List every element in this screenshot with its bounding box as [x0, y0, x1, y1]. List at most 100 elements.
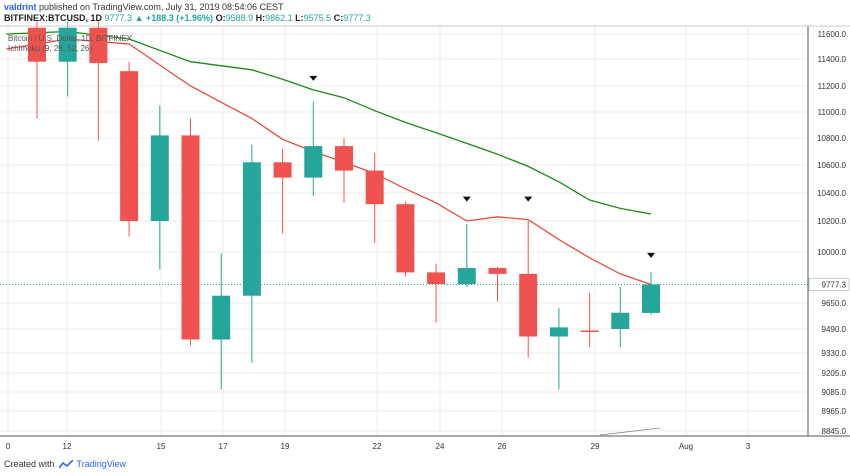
x-tick-label: 3	[746, 442, 751, 451]
close-value: 9777.3	[343, 13, 371, 23]
y-tick-label: 11400.0	[818, 55, 847, 64]
low-label: L:	[295, 13, 304, 23]
candle[interactable]	[150, 105, 169, 270]
candle-body	[488, 268, 507, 274]
x-tick-label: 12	[63, 442, 72, 451]
candle[interactable]	[580, 292, 599, 347]
candle-body	[28, 27, 46, 62]
time-scroll-indicator	[599, 427, 661, 436]
y-tick-label: 9205.0	[822, 369, 847, 378]
candle[interactable]	[519, 221, 538, 358]
marker-triangle-icon	[524, 196, 533, 202]
price-axis-pane	[808, 26, 850, 436]
price-change: ▲ +188.3 (+1.96%)	[134, 13, 214, 23]
symbol-info-bar: BITFINEX:BTCUSD, 1D 9777.3 ▲ +188.3 (+1.…	[4, 13, 371, 24]
candle[interactable]	[457, 224, 476, 287]
y-tick-label: 10800.0	[817, 134, 846, 143]
author-name[interactable]: valdrint	[4, 2, 37, 12]
candle-body	[150, 135, 169, 221]
candle-body	[611, 312, 630, 329]
axes: 11600.0 11400.0 11200.0 11000.0 10800.0 10600…	[0, 25, 850, 451]
ichimoku-lines	[6, 30, 652, 286]
candle[interactable]	[488, 266, 507, 302]
candle[interactable]	[28, 21, 46, 119]
candle-body	[457, 268, 476, 285]
x-tick-label: 26	[498, 442, 507, 451]
candle[interactable]	[427, 263, 446, 323]
low-value: 9575.5	[303, 13, 332, 23]
open-value: 9588.9	[225, 13, 254, 23]
y-tick-label: 8965.0	[822, 407, 847, 416]
x-tick-label: 0	[6, 442, 11, 451]
footer: Created with TradingView	[4, 459, 126, 469]
candle[interactable]	[549, 307, 568, 390]
high-value: 9862.1	[265, 13, 293, 23]
x-tick-label: 22	[373, 442, 382, 451]
candle[interactable]	[365, 152, 384, 243]
ichimoku-conversion-line	[6, 38, 652, 286]
candle[interactable]	[611, 286, 630, 347]
high-label: H:	[255, 13, 266, 23]
candle-body	[580, 330, 599, 332]
publish-text: published on TradingView.com, July 31, 2…	[36, 2, 284, 12]
y-tick-label: 10600.0	[817, 161, 846, 170]
candle[interactable]	[58, 21, 77, 97]
series-legend: Bitcoin / U.S. Dollar, 1D, BITFINEX	[8, 34, 133, 43]
y-tick-label: 9085.0	[822, 388, 847, 397]
candle-body	[335, 146, 353, 171]
candle[interactable]	[89, 21, 108, 141]
last-price: 9777.3	[104, 13, 133, 23]
y-tick-label: 9650.0	[822, 299, 847, 308]
ichimoku-base-line	[6, 30, 652, 215]
candle-body	[642, 284, 660, 313]
candle-body	[427, 272, 446, 285]
close-label: C:	[333, 13, 344, 23]
candle[interactable]	[642, 272, 660, 316]
candle-body	[304, 146, 323, 178]
markers	[309, 75, 655, 258]
created-with-text: Created with	[4, 459, 55, 469]
candle[interactable]	[304, 101, 323, 196]
candle-body	[519, 273, 538, 337]
y-tick-label: 11600.0	[818, 30, 847, 39]
tradingview-brand[interactable]: TradingView	[76, 459, 127, 469]
y-tick-label: 9490.0	[822, 325, 847, 334]
open-label: O:	[215, 13, 226, 23]
x-tick-label: 29	[591, 442, 600, 451]
publish-header: valdrint published on TradingView.com, J…	[4, 2, 284, 13]
candle-body	[549, 327, 568, 337]
candle[interactable]	[396, 201, 415, 277]
y-tick-label: 8845.0	[822, 427, 847, 436]
y-tick-label: 10400.0	[817, 189, 846, 198]
candle-body	[365, 170, 384, 205]
marker-triangle-icon	[647, 252, 655, 258]
last-price-label: 9777.3	[822, 280, 847, 289]
y-tick-label: 9330.0	[822, 349, 847, 358]
candle-body	[89, 27, 108, 64]
y-tick-label: 10200.0	[817, 217, 846, 226]
y-tick-label: 10000.0	[817, 248, 846, 257]
candle-body	[273, 162, 292, 178]
x-tick-label: 19	[281, 442, 290, 451]
x-tick-label: 17	[219, 442, 228, 451]
x-tick-label: 24	[436, 442, 445, 451]
candle-body	[120, 71, 139, 222]
candle-body	[181, 135, 200, 340]
candles[interactable]	[28, 21, 660, 390]
candle[interactable]	[181, 118, 200, 346]
candle[interactable]	[335, 138, 353, 203]
x-tick-label: Aug	[679, 442, 693, 451]
symbol-label: BITFINEX:BTCUSD, 1D	[4, 13, 103, 23]
y-tick-label: 11200.0	[818, 82, 847, 91]
marker-triangle-icon	[462, 196, 471, 202]
y-tick-label: 11000.0	[818, 108, 847, 117]
last-price-box	[808, 277, 850, 291]
candle-body	[396, 204, 415, 273]
tradingview-logo-icon	[58, 459, 73, 468]
candle[interactable]	[212, 253, 231, 390]
candle[interactable]	[273, 148, 292, 234]
candle[interactable]	[242, 144, 261, 363]
indicator-legend: Ichimoku (9, 26, 52, 26)	[8, 44, 92, 53]
candle[interactable]	[120, 61, 139, 237]
